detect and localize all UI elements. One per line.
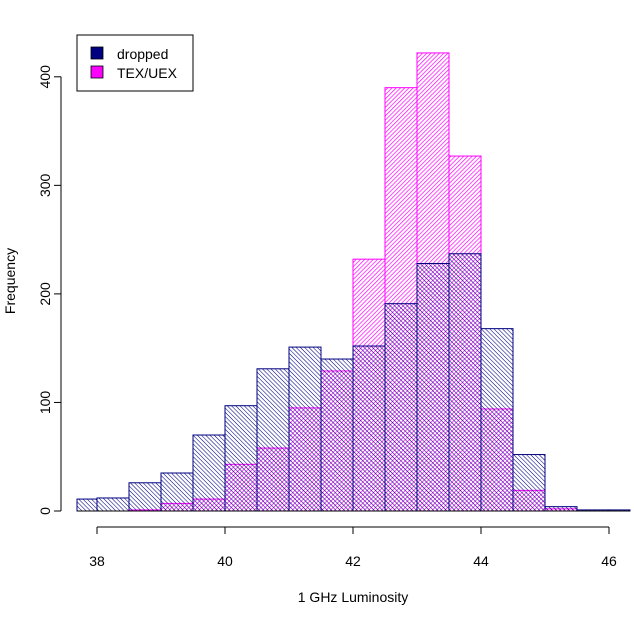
legend-swatch-tex-uex xyxy=(90,65,104,79)
dropped-bar xyxy=(352,345,386,512)
legend: dropped TEX/UEX xyxy=(76,34,194,92)
dropped-bar xyxy=(224,405,258,512)
dropped-bar xyxy=(320,358,354,512)
dropped-bar xyxy=(96,497,130,512)
x-tick-label: 46 xyxy=(601,553,617,569)
dropped-bar xyxy=(76,498,98,512)
dropped-bar xyxy=(128,482,162,512)
y-tick-label: 100 xyxy=(37,391,53,415)
x-axis-title: 1 GHz Luminosity xyxy=(298,589,408,605)
y-tick-label: 300 xyxy=(37,173,53,197)
y-tick-label: 200 xyxy=(37,282,53,306)
dropped-bar xyxy=(416,263,450,512)
dropped-bar xyxy=(448,253,482,512)
x-tick-label: 44 xyxy=(473,553,489,569)
legend-box xyxy=(76,34,194,92)
y-tick-label: 0 xyxy=(37,507,53,515)
dropped-bar xyxy=(384,303,418,512)
legend-label-dropped: dropped xyxy=(117,46,168,62)
x-axis: 38 40 42 44 46 xyxy=(89,526,617,569)
dropped-series xyxy=(76,253,631,512)
dropped-bar xyxy=(192,434,226,512)
y-axis-title: Frequency xyxy=(2,248,18,314)
dropped-bar xyxy=(256,368,290,512)
x-tick-label: 40 xyxy=(217,553,233,569)
dropped-bar xyxy=(160,472,194,512)
dropped-bar xyxy=(288,346,322,512)
y-axis: 0 100 200 300 400 xyxy=(37,65,62,515)
x-tick-label: 42 xyxy=(345,553,361,569)
dropped-bar xyxy=(544,506,578,512)
legend-label-tex-uex: TEX/UEX xyxy=(117,65,178,81)
dropped-bar xyxy=(480,328,514,512)
y-tick-label: 400 xyxy=(37,65,53,89)
legend-swatch-dropped xyxy=(90,46,104,60)
dropped-bar xyxy=(512,454,546,512)
x-tick-label: 38 xyxy=(89,553,105,569)
